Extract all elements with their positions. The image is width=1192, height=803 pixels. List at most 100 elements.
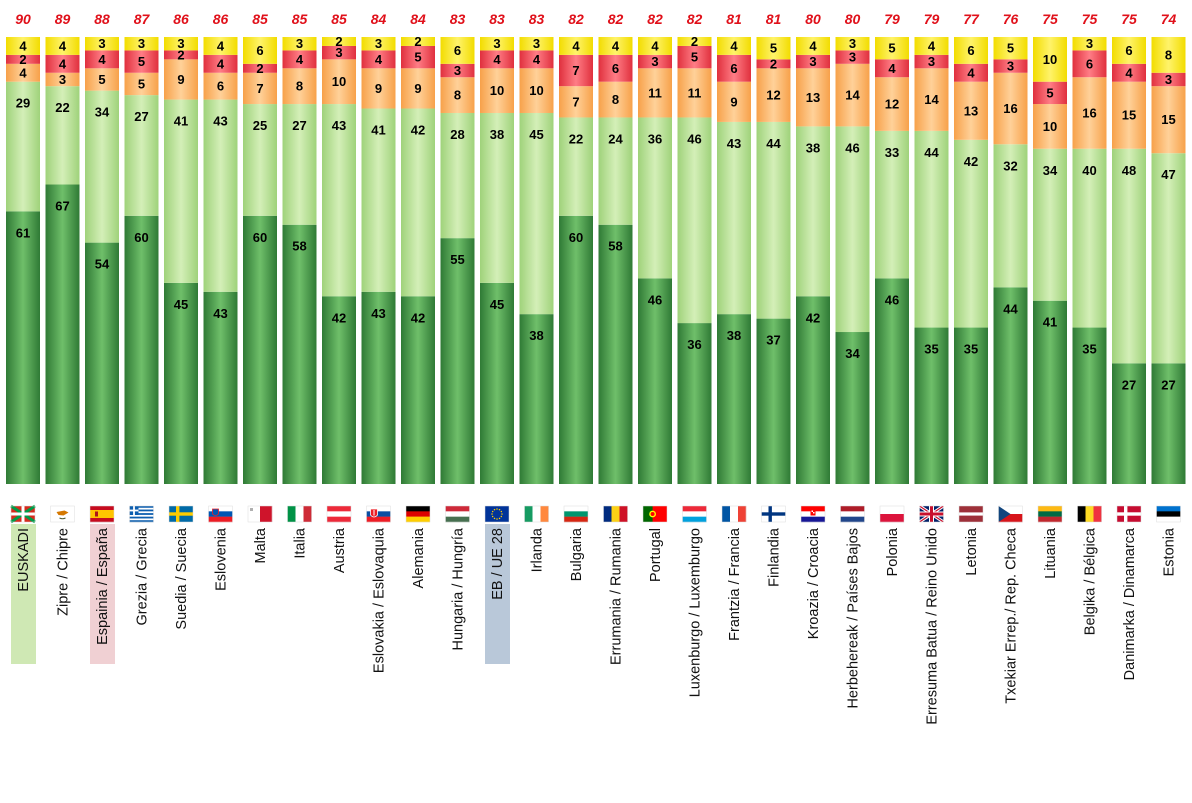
data-label: 43 xyxy=(727,136,741,151)
flag-netherlands-icon xyxy=(840,505,865,523)
bar-segment-yellow xyxy=(914,37,949,55)
bar-segment-dark-green xyxy=(203,291,238,484)
bar-segment-orange xyxy=(598,81,633,118)
bar-segment-orange xyxy=(1072,77,1107,149)
data-label: 46 xyxy=(845,140,859,155)
data-label: 3 xyxy=(849,36,856,51)
bar-segment-orange xyxy=(638,68,672,118)
data-label: 41 xyxy=(174,114,188,129)
bar-segment-yellow xyxy=(1112,37,1146,64)
flag-latvia-icon xyxy=(958,505,984,523)
data-label: 4 xyxy=(651,38,659,53)
bar-segment-light-green xyxy=(954,139,988,328)
data-label: 8 xyxy=(612,92,619,107)
data-label: 4 xyxy=(888,61,896,76)
total-label: 82 xyxy=(687,11,703,27)
bar-segment-dark-green xyxy=(401,296,435,484)
total-label: 85 xyxy=(292,11,308,27)
flag-belgium-icon xyxy=(1077,505,1102,523)
bar-segment-yellow xyxy=(203,37,238,55)
data-label: 45 xyxy=(174,297,188,312)
bar-segment-orange xyxy=(243,72,277,105)
data-label: 38 xyxy=(490,127,504,142)
bar-segment-light-green xyxy=(124,95,159,216)
flag-bulgaria-icon xyxy=(563,505,589,523)
data-label: 15 xyxy=(1161,112,1175,127)
bar-segment-light-green xyxy=(993,144,1028,288)
bar-segment-red xyxy=(1072,50,1107,78)
category-label: Suedia / Suecia xyxy=(174,527,190,630)
data-label: 67 xyxy=(55,199,69,214)
bar-segment-orange xyxy=(322,59,356,105)
category-label: Estonia xyxy=(1162,527,1178,576)
flag-sweden-icon xyxy=(168,505,194,523)
data-label: 34 xyxy=(1043,163,1058,178)
data-label: 10 xyxy=(1043,52,1057,67)
bar-segment-red xyxy=(243,63,277,73)
data-label: 41 xyxy=(371,123,385,138)
data-label: 9 xyxy=(177,72,184,87)
total-label: 85 xyxy=(331,11,347,27)
bar-segment-light-green xyxy=(401,108,435,297)
data-label: 12 xyxy=(885,97,899,112)
bar-segment-dark-green xyxy=(559,215,593,485)
bar-segment-yellow xyxy=(480,37,514,51)
label-highlight xyxy=(11,524,36,664)
data-label: 5 xyxy=(414,50,421,65)
flag-luxembourg-icon xyxy=(682,505,707,523)
data-label: 47 xyxy=(1161,167,1175,182)
total-label: 90 xyxy=(15,11,31,27)
bar-segment-orange xyxy=(677,68,712,118)
bar-segment-red xyxy=(1112,63,1146,82)
bar-segment-orange xyxy=(361,68,396,109)
bar-segment-yellow xyxy=(440,37,475,64)
bar-segment-yellow xyxy=(164,37,198,51)
bar-segment-dark-green xyxy=(440,238,475,484)
bar-segment-dark-green xyxy=(796,296,830,484)
category-label: Alemania xyxy=(411,527,427,588)
bar-segment-orange xyxy=(875,77,909,131)
bar-segment-light-green xyxy=(440,112,475,239)
category-label: Italia xyxy=(293,527,309,559)
bar-segment-red xyxy=(361,50,396,69)
data-label: 60 xyxy=(134,230,148,245)
data-label: 6 xyxy=(454,43,461,58)
category-label: Letonia xyxy=(964,527,980,576)
category-label: EB / UE 28 xyxy=(490,528,506,600)
bar-segment-dark-green xyxy=(85,242,119,484)
bar-segment-light-green xyxy=(1151,153,1186,364)
bar-segment-light-green xyxy=(717,121,751,315)
data-label: 10 xyxy=(490,83,504,98)
bar-segment-yellow xyxy=(243,37,277,64)
data-label: 6 xyxy=(1086,56,1093,71)
data-label: 8 xyxy=(1165,47,1172,62)
flag-romania-icon xyxy=(603,505,628,523)
bar-segment-light-green xyxy=(322,104,356,297)
data-label: 9 xyxy=(730,94,737,109)
data-label: 5 xyxy=(138,54,145,69)
total-label: 81 xyxy=(726,11,742,27)
data-label: 27 xyxy=(134,109,148,124)
data-label: 2 xyxy=(177,47,184,62)
bar-segment-dark-green xyxy=(677,323,712,484)
data-label: 5 xyxy=(691,50,698,65)
bar-segment-yellow xyxy=(717,37,751,55)
data-label: 41 xyxy=(1043,315,1057,330)
bar-segment-red xyxy=(401,45,435,69)
data-label: 9 xyxy=(414,81,421,96)
bar-segment-dark-green xyxy=(638,278,672,484)
bar-segment-red xyxy=(6,54,40,64)
data-label: 43 xyxy=(213,306,227,321)
data-label: 46 xyxy=(885,292,899,307)
data-label: 38 xyxy=(806,140,820,155)
total-label: 86 xyxy=(173,11,189,27)
total-label: 86 xyxy=(213,11,229,27)
total-label: 79 xyxy=(924,11,940,27)
flag-austria-icon xyxy=(326,505,352,523)
data-label: 3 xyxy=(493,36,500,51)
bar-segment-light-green xyxy=(559,117,593,216)
category-label: Danimarka / Dinamarca xyxy=(1122,527,1138,680)
bar-segment-red xyxy=(45,54,80,73)
data-label: 13 xyxy=(964,103,978,118)
bar-segment-orange xyxy=(282,68,317,105)
